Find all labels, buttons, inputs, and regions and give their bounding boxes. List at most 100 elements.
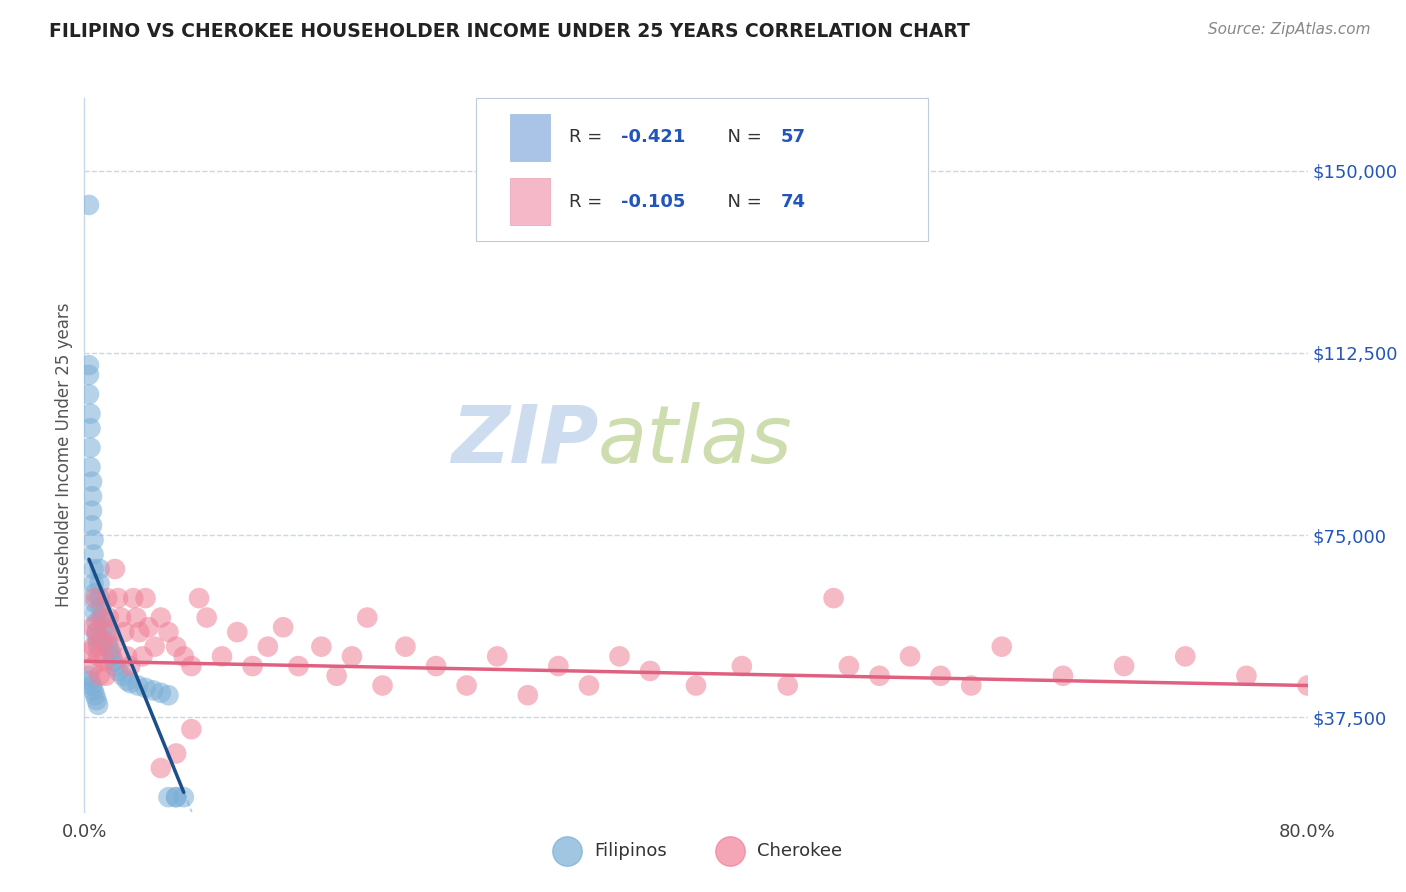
Point bbox=[77, 368, 100, 382]
Point bbox=[83, 533, 105, 547]
FancyBboxPatch shape bbox=[510, 114, 550, 161]
Point bbox=[90, 610, 112, 624]
Point bbox=[80, 620, 103, 634]
Point bbox=[83, 548, 105, 562]
Point bbox=[80, 489, 103, 503]
Point bbox=[94, 625, 117, 640]
Point bbox=[115, 649, 138, 664]
Point bbox=[104, 659, 127, 673]
Point bbox=[1052, 669, 1074, 683]
Point bbox=[394, 640, 416, 654]
Point bbox=[91, 635, 114, 649]
Point bbox=[486, 649, 509, 664]
Point bbox=[211, 649, 233, 664]
Point bbox=[157, 688, 180, 702]
Point bbox=[86, 630, 108, 644]
Point bbox=[79, 421, 101, 435]
Point bbox=[143, 640, 166, 654]
Y-axis label: Householder Income Under 25 years: Householder Income Under 25 years bbox=[55, 302, 73, 607]
Point bbox=[79, 407, 101, 421]
Point bbox=[83, 659, 105, 673]
Point bbox=[87, 698, 110, 712]
Text: ZIP: ZIP bbox=[451, 401, 598, 480]
Point bbox=[80, 679, 103, 693]
Point bbox=[83, 562, 105, 576]
Point bbox=[122, 591, 145, 606]
Point bbox=[929, 669, 952, 683]
Point bbox=[89, 669, 111, 683]
Text: -0.421: -0.421 bbox=[621, 128, 686, 146]
Point bbox=[87, 649, 110, 664]
Point bbox=[547, 659, 569, 673]
Point bbox=[287, 659, 309, 673]
Point bbox=[516, 688, 538, 702]
Point bbox=[86, 615, 108, 630]
Point bbox=[87, 635, 110, 649]
Point bbox=[638, 664, 661, 678]
Point bbox=[127, 679, 149, 693]
Point bbox=[94, 669, 117, 683]
Point bbox=[84, 606, 107, 620]
Point bbox=[135, 591, 157, 606]
Point bbox=[115, 673, 138, 688]
Point bbox=[83, 576, 105, 591]
Point bbox=[86, 693, 108, 707]
Text: 57: 57 bbox=[780, 128, 806, 146]
Point bbox=[1174, 649, 1197, 664]
Point bbox=[165, 790, 187, 805]
Text: FILIPINO VS CHEROKEE HOUSEHOLDER INCOME UNDER 25 YEARS CORRELATION CHART: FILIPINO VS CHEROKEE HOUSEHOLDER INCOME … bbox=[49, 22, 970, 41]
Point bbox=[77, 358, 100, 372]
Point bbox=[107, 664, 129, 678]
Point bbox=[83, 683, 105, 698]
Point bbox=[120, 676, 142, 690]
Point bbox=[609, 649, 631, 664]
Text: N =: N = bbox=[716, 128, 768, 146]
Point bbox=[79, 673, 101, 688]
FancyBboxPatch shape bbox=[510, 178, 550, 225]
Point bbox=[991, 640, 1014, 654]
Point bbox=[101, 649, 124, 664]
Point bbox=[125, 610, 148, 624]
Point bbox=[271, 620, 294, 634]
Point bbox=[188, 591, 211, 606]
Point bbox=[838, 659, 860, 673]
Point bbox=[138, 620, 160, 634]
Point bbox=[80, 504, 103, 518]
Point bbox=[165, 790, 187, 805]
Point bbox=[80, 518, 103, 533]
Point bbox=[157, 625, 180, 640]
Point bbox=[98, 625, 121, 640]
Point bbox=[84, 591, 107, 606]
Point bbox=[149, 610, 172, 624]
Point bbox=[96, 635, 118, 649]
Point bbox=[84, 596, 107, 610]
Point bbox=[79, 460, 101, 475]
Point bbox=[87, 640, 110, 654]
Point bbox=[1236, 669, 1258, 683]
Point bbox=[86, 625, 108, 640]
Point bbox=[97, 610, 120, 624]
Point bbox=[110, 610, 132, 624]
Point bbox=[578, 679, 600, 693]
Point bbox=[898, 649, 921, 664]
Point bbox=[195, 610, 218, 624]
Point bbox=[104, 562, 127, 576]
Point bbox=[776, 679, 799, 693]
Text: N =: N = bbox=[716, 193, 768, 211]
Point bbox=[112, 625, 135, 640]
Point bbox=[90, 600, 112, 615]
Point bbox=[173, 649, 195, 664]
Point bbox=[98, 644, 121, 658]
Point bbox=[149, 686, 172, 700]
Point bbox=[869, 669, 891, 683]
Point bbox=[77, 669, 100, 683]
Point bbox=[77, 387, 100, 401]
Point bbox=[180, 659, 202, 673]
Point bbox=[340, 649, 363, 664]
Point bbox=[96, 591, 118, 606]
Point bbox=[823, 591, 845, 606]
Point bbox=[173, 790, 195, 805]
Point bbox=[1296, 679, 1319, 693]
Point bbox=[84, 688, 107, 702]
Point bbox=[97, 640, 120, 654]
